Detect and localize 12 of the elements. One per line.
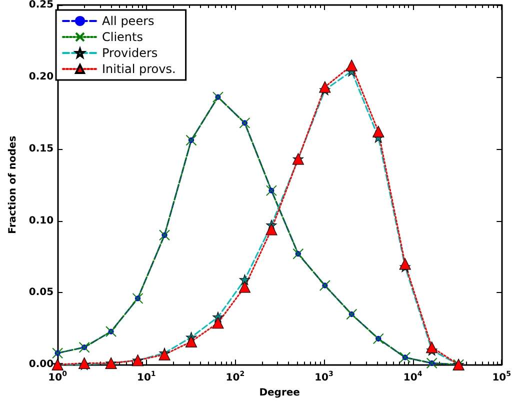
y-axis-title: Fraction of nodes (8, 136, 18, 234)
x-axis-title: Degree (259, 388, 300, 398)
y-tick-label: 0.15 (28, 143, 54, 154)
legend-label: Clients (102, 30, 143, 44)
y-tick-label: 0.10 (28, 215, 54, 226)
legend-label: Providers (102, 46, 158, 60)
y-tick-label: 0.05 (28, 287, 54, 298)
y-tick-label: 0.00 (28, 359, 54, 370)
legend-label: All peers (102, 14, 154, 28)
y-tick-label: 0.25 (28, 0, 54, 10)
y-tick-label: 0.20 (28, 71, 54, 82)
legend-label: Initial provs. (102, 62, 176, 76)
